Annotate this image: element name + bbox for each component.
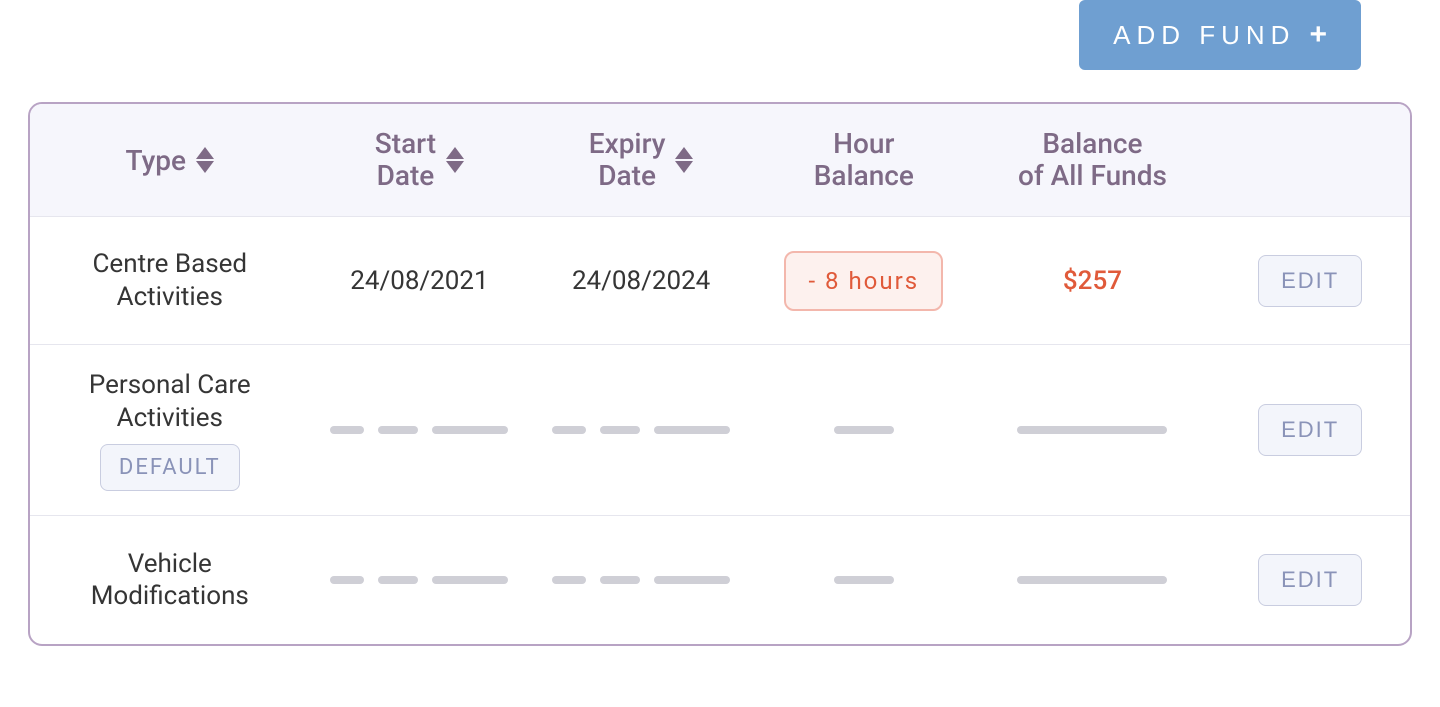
cell-balance xyxy=(975,576,1211,584)
cell-hour-balance: - 8 hours xyxy=(753,251,975,311)
cell-expiry-date xyxy=(529,426,753,434)
start-date-value: 24/08/2021 xyxy=(350,266,488,296)
placeholder xyxy=(834,426,894,434)
cell-type: Centre BasedActivities xyxy=(30,248,310,313)
placeholder xyxy=(552,576,730,584)
type-label: Centre BasedActivities xyxy=(93,248,248,313)
edit-button[interactable]: EDIT xyxy=(1258,554,1362,606)
cell-actions: EDIT xyxy=(1210,554,1410,606)
column-header-type[interactable]: Type xyxy=(30,144,310,177)
cell-expiry-date xyxy=(529,576,753,584)
cell-hour-balance xyxy=(753,576,975,584)
cell-start-date xyxy=(310,576,530,584)
cell-start-date xyxy=(310,426,530,434)
funds-table: Type StartDate ExpiryDate xyxy=(28,102,1412,646)
placeholder xyxy=(1017,426,1167,434)
cell-expiry-date: 24/08/2024 xyxy=(529,266,753,296)
edit-button[interactable]: EDIT xyxy=(1258,255,1362,307)
add-fund-button[interactable]: ADD FUND + xyxy=(1079,0,1361,70)
placeholder xyxy=(1017,576,1167,584)
table-row: Personal CareActivities DEFAULT EDIT xyxy=(30,345,1410,516)
table-row: Centre BasedActivities 24/08/2021 24/08/20… xyxy=(30,217,1410,345)
table-body: Centre BasedActivities 24/08/2021 24/08/20… xyxy=(30,217,1410,644)
add-fund-label: ADD FUND xyxy=(1113,20,1295,51)
sort-icon xyxy=(446,147,464,173)
cell-actions: EDIT xyxy=(1210,404,1410,456)
cell-balance: $257 xyxy=(975,266,1211,296)
hour-balance-pill: - 8 hours xyxy=(784,251,943,311)
plus-icon: + xyxy=(1309,18,1327,52)
sort-icon xyxy=(196,147,214,173)
default-badge: DEFAULT xyxy=(100,444,240,491)
table-header: Type StartDate ExpiryDate xyxy=(30,104,1410,217)
cell-type: VehicleModifications xyxy=(30,548,310,613)
type-label: VehicleModifications xyxy=(91,548,249,613)
cell-hour-balance xyxy=(753,426,975,434)
column-header-hour-balance: HourBalance xyxy=(753,128,975,192)
column-header-balance-all: Balanceof All Funds xyxy=(975,128,1211,192)
balance-value: $257 xyxy=(1063,266,1122,296)
placeholder xyxy=(330,426,508,434)
cell-type: Personal CareActivities DEFAULT xyxy=(30,369,310,491)
table-row: VehicleModifications EDIT xyxy=(30,516,1410,644)
edit-button[interactable]: EDIT xyxy=(1258,404,1362,456)
sort-icon xyxy=(675,147,693,173)
placeholder xyxy=(330,576,508,584)
cell-start-date: 24/08/2021 xyxy=(310,266,530,296)
column-header-start-date[interactable]: StartDate xyxy=(310,128,530,192)
cell-actions: EDIT xyxy=(1210,255,1410,307)
type-label: Personal CareActivities xyxy=(89,369,251,434)
cell-balance xyxy=(975,426,1211,434)
column-header-expiry-date[interactable]: ExpiryDate xyxy=(529,128,753,192)
placeholder xyxy=(834,576,894,584)
expiry-date-value: 24/08/2024 xyxy=(572,266,710,296)
placeholder xyxy=(552,426,730,434)
